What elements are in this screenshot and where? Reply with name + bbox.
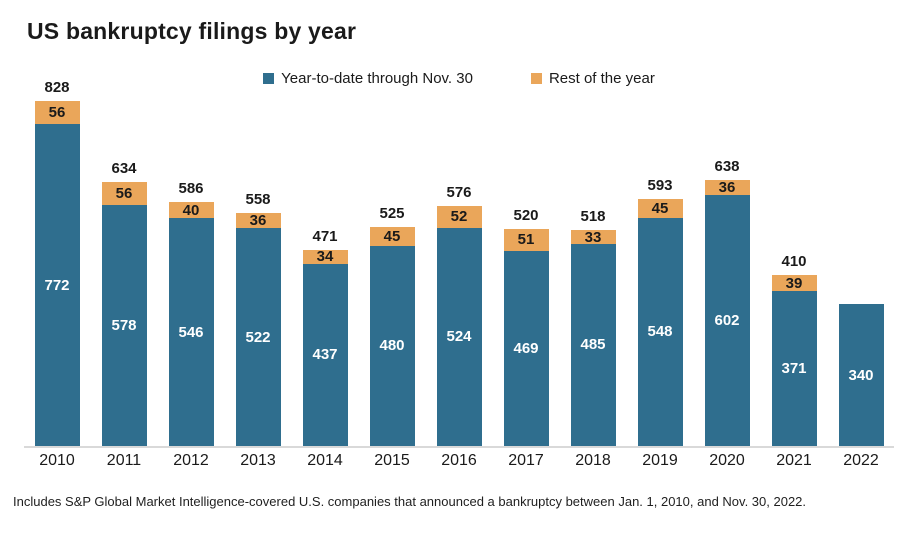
- bar-segment-rest-of-year: 56: [101, 181, 147, 206]
- x-axis-label: 2016: [441, 452, 477, 469]
- bar-segment-ytd-label: 340: [848, 366, 874, 384]
- bar-segment-rest-of-year: 33: [570, 228, 616, 246]
- bar-column: 558 36 522: [225, 60, 291, 446]
- chart-title: US bankruptcy filings by year: [27, 18, 357, 44]
- bar-segment-rest-label: 56: [115, 184, 133, 202]
- x-axis-label: 2020: [709, 452, 745, 469]
- x-axis-label: 2021: [776, 452, 812, 469]
- bar-segment-ytd-label: 524: [446, 328, 472, 346]
- bar-segment-rest-label: 36: [249, 212, 267, 230]
- bar-segment-ytd: 437: [302, 263, 348, 446]
- bar-segment-rest-of-year: 34: [302, 248, 348, 266]
- bar-segment-ytd-label: 469: [513, 339, 539, 357]
- bar-total-label: 634: [111, 159, 137, 177]
- footnote: Includes S&P Global Market Intelligence-…: [13, 494, 807, 509]
- bar-total-label: 828: [44, 78, 70, 96]
- bar-total-label: 638: [714, 158, 740, 176]
- x-axis-label: 2022: [843, 452, 879, 469]
- bar-segment-rest-of-year: 39: [771, 274, 817, 292]
- bar-segment-rest-label: 34: [316, 248, 334, 266]
- bar-total-label: 576: [446, 184, 472, 201]
- bar-segment-ytd-label: 371: [781, 360, 807, 378]
- bar-total-label: 586: [178, 179, 204, 197]
- bar-segment-ytd-label: 602: [714, 312, 740, 330]
- bar-segment-ytd: 371: [771, 291, 817, 446]
- bar-total-label: 518: [580, 208, 606, 226]
- bar-total-label: 520: [513, 207, 539, 225]
- bar-segment-ytd: 522: [235, 228, 281, 446]
- bar-column: 525 45 480: [359, 60, 425, 446]
- bar-segment-rest-label: 33: [584, 228, 602, 246]
- bar-column: 520 51 469: [493, 60, 559, 446]
- x-axis: 2010 2011 2012 2013 2014 2015 2016 2017 2018 2019…: [24, 452, 894, 470]
- bar-segment-rest-label: 39: [785, 274, 803, 292]
- bar-segment-ytd: 602: [704, 195, 750, 446]
- bar-segment-rest-of-year: 36: [235, 212, 281, 230]
- bar-column: 518 33 485: [560, 60, 626, 446]
- bar-segment-ytd-label: 548: [647, 323, 673, 341]
- bar-segment-ytd: 546: [168, 218, 214, 446]
- bar-column: 828 56 772: [24, 60, 90, 446]
- bar-segment-ytd: 548: [637, 217, 683, 446]
- bar-column: 593 45 548: [627, 60, 693, 446]
- bar-column: 586 40 546: [158, 60, 224, 446]
- bar-segment-ytd-label: 772: [44, 276, 70, 294]
- bar-segment-ytd-label: 578: [111, 317, 137, 335]
- bar-segment-rest-label: 36: [718, 179, 736, 197]
- bar-segment-ytd: 340: [838, 304, 884, 446]
- bar-segment-ytd: 469: [503, 250, 549, 446]
- x-axis-label: 2012: [173, 452, 209, 469]
- bar-segment-ytd: 524: [436, 227, 482, 446]
- bar-segment-rest-label: 40: [182, 201, 200, 219]
- bar-segment-ytd-label: 480: [379, 337, 405, 355]
- bar-column: 340: [828, 60, 894, 446]
- bar-segment-rest-label: 52: [450, 208, 468, 226]
- bar-column: 638 36 602: [694, 60, 760, 446]
- bar-segment-rest-label: 45: [383, 228, 401, 246]
- bar-segment-rest-of-year: 40: [168, 201, 214, 219]
- bar-total-label: 525: [379, 205, 405, 223]
- bar-total-label: 410: [781, 253, 807, 271]
- bar-segment-rest-of-year: 45: [637, 198, 683, 218]
- bar-segment-ytd: 578: [101, 205, 147, 446]
- bar-total-label: 593: [647, 176, 673, 194]
- bar-segment-ytd: 485: [570, 243, 616, 446]
- bar-segment-rest-of-year: 45: [369, 227, 415, 246]
- bar-column: 410 39 371: [761, 60, 827, 446]
- bar-segment-ytd-label: 546: [178, 323, 204, 341]
- x-axis-label: 2017: [508, 452, 544, 469]
- bar-segment-rest-of-year: 52: [436, 206, 482, 228]
- bar-segment-rest-label: 51: [517, 231, 535, 249]
- bar-segment-ytd-label: 485: [580, 336, 606, 354]
- x-axis-label: 2011: [106, 452, 142, 469]
- bar-segment-rest-of-year: 51: [503, 229, 549, 251]
- bar-segment-ytd: 772: [34, 124, 80, 446]
- bar-column: 576 52 524: [426, 60, 492, 446]
- plot-area: Year-to-date through Nov. 30 Rest of the…: [24, 60, 894, 448]
- x-axis-label: 2018: [575, 452, 611, 469]
- x-axis-label: 2010: [39, 452, 75, 469]
- bar-segment-rest-of-year: 36: [704, 179, 750, 197]
- bar-segment-rest-label: 45: [651, 199, 669, 217]
- bar-total-label: 471: [312, 227, 338, 245]
- bar-segment-ytd-label: 522: [245, 328, 271, 346]
- bar-segment-ytd: 480: [369, 245, 415, 446]
- x-axis-label: 2015: [374, 452, 410, 469]
- bar-column: 471 34 437: [292, 60, 358, 446]
- x-axis-label: 2014: [307, 452, 343, 469]
- bar-column: 634 56 578: [91, 60, 157, 446]
- bar-segment-ytd-label: 437: [312, 346, 338, 364]
- x-axis-label: 2013: [240, 452, 276, 469]
- bar-segment-rest-label: 56: [48, 104, 66, 122]
- x-axis-label: 2019: [642, 452, 678, 469]
- bar-segment-rest-of-year: 56: [34, 100, 80, 125]
- bar-total-label: 558: [245, 191, 271, 209]
